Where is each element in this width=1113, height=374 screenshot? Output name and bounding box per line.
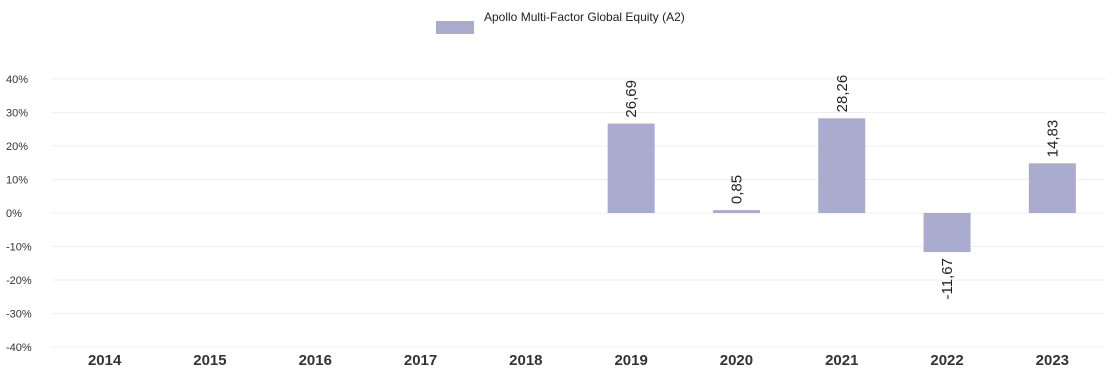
y-tick-label: -20%: [6, 275, 32, 287]
value-labels: 26,69 0,85 28,26 -11,67 14,83: [623, 75, 1061, 300]
x-tick-label: 2014: [88, 352, 122, 369]
legend-swatch: [436, 21, 474, 34]
x-tick-label: 2020: [720, 352, 753, 369]
x-tick-label: 2016: [299, 352, 332, 369]
bar-series: [607, 118, 1076, 253]
x-tick-label: 2023: [1036, 352, 1069, 369]
x-tick-label: 2018: [509, 352, 542, 369]
bar: [818, 118, 866, 213]
data-label: 14,83: [1044, 120, 1061, 158]
legend: Apollo Multi-Factor Global Equity (A2): [436, 10, 724, 34]
y-tick-label: -10%: [6, 242, 32, 254]
y-tick-label: 0%: [6, 208, 22, 220]
x-tick-label: 2019: [614, 352, 647, 369]
data-label: 0,85: [728, 175, 745, 204]
y-tick-label: 20%: [6, 141, 28, 153]
bar: [923, 213, 971, 253]
x-axis: 2014 2015 2016 2017 2018 2019 2020 2021 2022 2023: [88, 352, 1069, 369]
legend-label: Apollo Multi-Factor Global Equity (A2): [484, 10, 685, 24]
bar: [1028, 163, 1076, 213]
data-label: 26,69: [623, 80, 640, 118]
data-label: 28,26: [834, 75, 851, 113]
y-axis: 40% 30% 20% 10% 0% -10% -20% -30% -40%: [6, 74, 32, 354]
y-tick-label: 40%: [6, 74, 28, 86]
y-tick-label: -30%: [6, 309, 32, 321]
x-tick-label: 2015: [193, 352, 226, 369]
y-tick-label: -40%: [6, 342, 32, 354]
y-tick-label: 30%: [6, 108, 28, 120]
x-tick-label: 2022: [930, 352, 963, 369]
grid-lines: [52, 78, 1105, 348]
bar: [607, 123, 655, 213]
data-label: -11,67: [939, 258, 956, 299]
x-tick-label: 2021: [825, 352, 858, 369]
y-tick-label: 10%: [6, 175, 28, 187]
bar: [712, 210, 760, 213]
x-tick-label: 2017: [404, 352, 437, 369]
